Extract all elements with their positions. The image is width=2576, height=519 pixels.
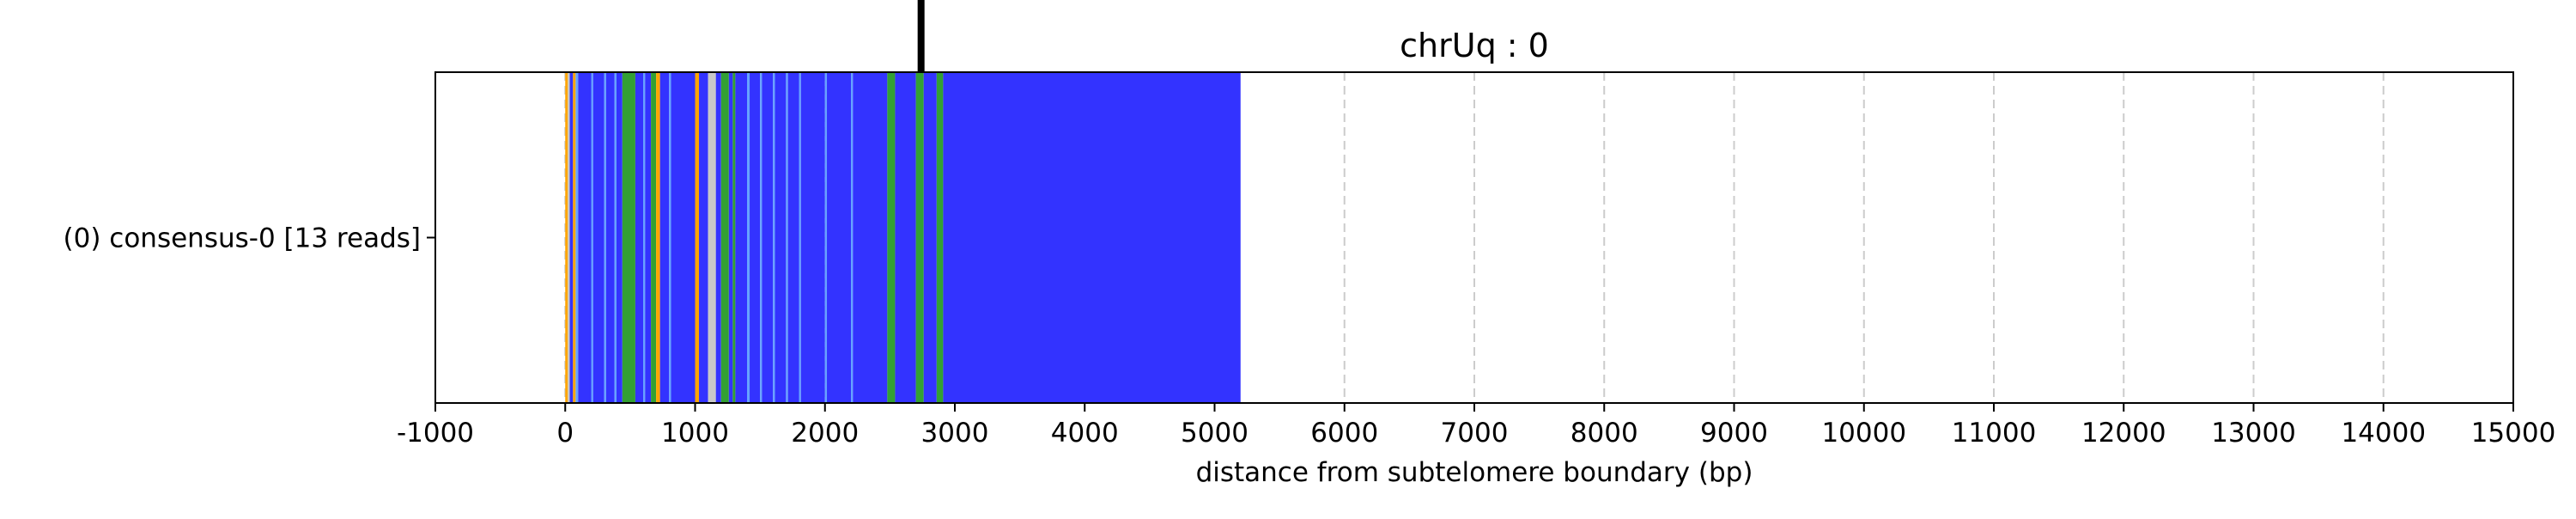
segment-bar xyxy=(592,72,605,403)
segment-bar xyxy=(747,72,750,403)
segment-bar xyxy=(762,72,774,403)
segment-bar xyxy=(578,72,592,403)
segment-bar xyxy=(635,72,643,403)
segment-bar xyxy=(787,72,799,403)
x-tick-label: -1000 xyxy=(397,418,474,449)
segment-bar xyxy=(708,72,716,403)
x-tick-label: 3000 xyxy=(921,418,989,449)
x-tick-label: 15000 xyxy=(2471,418,2556,449)
segment-bar xyxy=(643,72,646,403)
segment-bar xyxy=(799,72,801,403)
segment-bar xyxy=(671,72,696,403)
segment-bar xyxy=(887,72,896,403)
segment-bar xyxy=(895,72,916,403)
x-axis: -1000 0 1000 2000 3000 4000 5000 6000 7000 8000 90… xyxy=(397,403,2555,449)
segment-bar xyxy=(773,72,775,403)
segment-bar xyxy=(851,72,854,403)
x-tick-label: 2000 xyxy=(791,418,859,449)
segment-bar xyxy=(645,72,652,403)
segment-bar xyxy=(775,72,787,403)
segment-bar xyxy=(915,72,924,403)
segment-bar xyxy=(651,72,657,403)
x-tick-label: 9000 xyxy=(1700,418,1768,449)
segment-bar xyxy=(573,72,576,403)
segment-bar xyxy=(695,72,700,403)
segment-bar xyxy=(786,72,788,403)
segment-bar xyxy=(616,72,623,403)
segment-bar xyxy=(750,72,761,403)
segment-bar xyxy=(715,72,721,403)
x-tick-label: 0 xyxy=(556,418,574,449)
chart-title: chrUq : 0 xyxy=(1400,27,1549,64)
segment-bar xyxy=(728,72,733,403)
segment-bar xyxy=(656,72,660,403)
x-axis-label: distance from subtelomere boundary (bp) xyxy=(1196,457,1753,488)
segment-bar xyxy=(800,72,825,403)
segment-bar xyxy=(568,72,570,403)
segment-layer xyxy=(565,72,1241,403)
segment-bar xyxy=(604,72,606,403)
x-tick-label: 1000 xyxy=(661,418,729,449)
x-tick-label: 7000 xyxy=(1441,418,1509,449)
x-tick-label: 6000 xyxy=(1310,418,1378,449)
x-tick-label: 14000 xyxy=(2341,418,2426,449)
segment-bar xyxy=(732,72,736,403)
x-tick-label: 13000 xyxy=(2211,418,2296,449)
segment-bar xyxy=(720,72,729,403)
x-tick-label: 12000 xyxy=(2081,418,2166,449)
segment-bar xyxy=(622,72,635,403)
segment-bar xyxy=(591,72,593,403)
segment-bar xyxy=(605,72,615,403)
segment-bar xyxy=(827,72,851,403)
y-axis: (0) consensus-0 [13 reads] xyxy=(64,223,435,254)
segment-bar xyxy=(569,72,574,403)
segment-bar xyxy=(614,72,617,403)
x-tick-label: 8000 xyxy=(1571,418,1638,449)
segment-bar xyxy=(565,72,568,403)
segment-bar xyxy=(669,72,671,403)
segment-bar xyxy=(659,72,670,403)
segment-bar xyxy=(923,72,937,403)
x-tick-label: 10000 xyxy=(1821,418,1906,449)
segment-bar xyxy=(760,72,762,403)
segment-bar xyxy=(699,72,708,403)
segment-bar xyxy=(943,72,1241,403)
x-tick-label: 5000 xyxy=(1181,418,1249,449)
segment-bar xyxy=(936,72,944,403)
segment-bar xyxy=(735,72,747,403)
x-tick-label: 4000 xyxy=(1051,418,1119,449)
segment-bar xyxy=(853,72,888,403)
y-tick-label: (0) consensus-0 [13 reads] xyxy=(64,223,421,254)
x-tick-label: 11000 xyxy=(1952,418,2037,449)
segment-bar xyxy=(575,72,579,403)
segment-bar xyxy=(824,72,828,403)
